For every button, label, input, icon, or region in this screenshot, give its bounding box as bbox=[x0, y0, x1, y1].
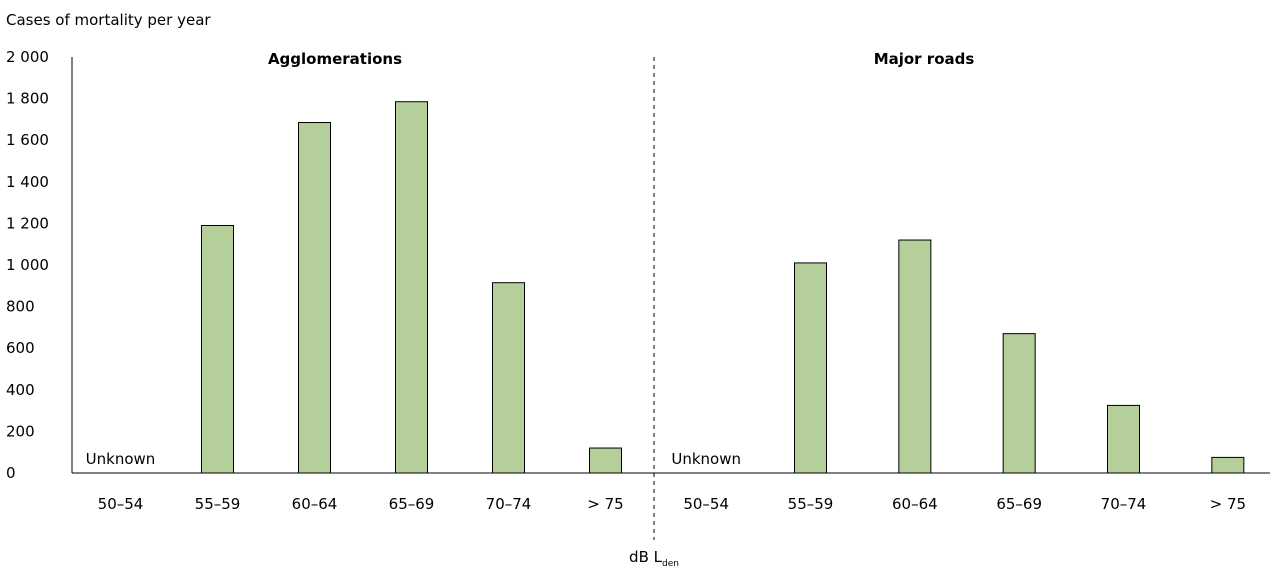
bar-groups: Agglomerations 50–54 Unknown 55–59 60–64 65–6… bbox=[86, 50, 1246, 513]
y-tick-label: 1 800 bbox=[6, 90, 49, 108]
x-tick-label: 65–69 bbox=[389, 495, 435, 513]
y-tick-label: 0 bbox=[6, 464, 16, 482]
y-tick-label: 400 bbox=[6, 381, 35, 399]
bar bbox=[395, 101, 428, 474]
bar-group: Agglomerations 50–54 Unknown 55–59 60–64 65–6… bbox=[86, 50, 624, 513]
y-tick-label: 600 bbox=[6, 339, 35, 357]
x-axis-title-main: dB L bbox=[629, 548, 663, 566]
bar bbox=[492, 282, 525, 474]
x-tick-label: 50–54 bbox=[683, 495, 729, 513]
x-axis-title-sub: den bbox=[662, 559, 679, 569]
unknown-label: Unknown bbox=[86, 450, 156, 468]
y-tick-label: 1 400 bbox=[6, 173, 49, 191]
x-axis-title: dB Lden bbox=[629, 548, 679, 569]
bar bbox=[201, 224, 234, 474]
x-tick-label: 50–54 bbox=[98, 495, 144, 513]
bar bbox=[589, 447, 622, 474]
x-tick-label: 70–74 bbox=[1101, 495, 1147, 513]
y-tick-label: 1 200 bbox=[6, 214, 49, 232]
bar bbox=[298, 122, 331, 474]
y-tick-label: 200 bbox=[6, 422, 35, 440]
x-tick-label: 60–64 bbox=[292, 495, 338, 513]
x-tick-label: > 75 bbox=[587, 495, 623, 513]
x-tick-label: 65–69 bbox=[996, 495, 1042, 513]
bar-group: Major roads 50–54 Unknown 55–59 60–64 65–69 70… bbox=[671, 50, 1246, 513]
y-tick-label: 1 600 bbox=[6, 131, 49, 149]
group-title: Major roads bbox=[874, 50, 975, 68]
bar bbox=[1211, 456, 1245, 474]
y-tick-label: 1 000 bbox=[6, 256, 49, 274]
x-tick-label: 60–64 bbox=[892, 495, 938, 513]
unknown-label: Unknown bbox=[671, 450, 741, 468]
group-title: Agglomerations bbox=[268, 50, 402, 68]
bar bbox=[898, 239, 932, 474]
x-tick-label: 55–59 bbox=[788, 495, 834, 513]
x-tick-label: 70–74 bbox=[486, 495, 532, 513]
bar bbox=[794, 262, 827, 474]
x-tick-label: 55–59 bbox=[195, 495, 241, 513]
y-tick-label: 2 000 bbox=[6, 48, 49, 66]
bar bbox=[1002, 333, 1036, 474]
y-axis-title: Cases of mortality per year bbox=[6, 11, 211, 29]
y-axis-ticks: 0 200 400 600 800 1 000 1 200 1 400 1 600 1 800 2 … bbox=[6, 48, 49, 482]
x-tick-label: > 75 bbox=[1210, 495, 1246, 513]
bar bbox=[1107, 404, 1140, 474]
y-tick-label: 800 bbox=[6, 298, 35, 316]
